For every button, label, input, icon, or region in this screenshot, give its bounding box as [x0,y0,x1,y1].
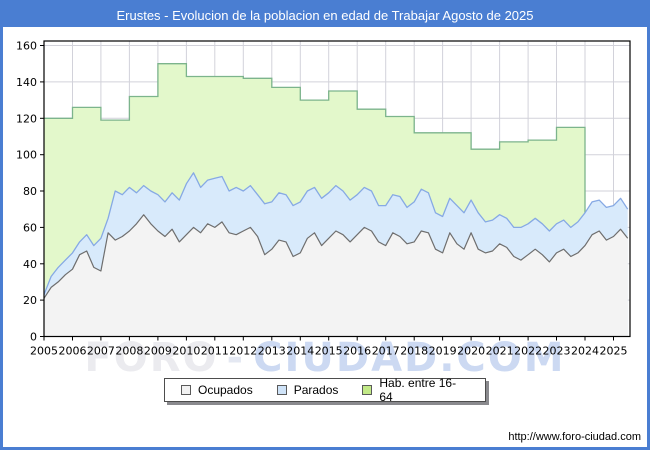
y-tick-label: 140 [16,76,37,89]
y-axis-labels: 0 20 40 60 80 100 120 140 160 [16,40,37,344]
legend-swatch-hab-16-64 [362,385,373,395]
y-tick-label: 80 [23,185,37,198]
series-line-ocupados [43,214,629,299]
watermark: FORO - CIUDAD.COM [3,335,647,381]
watermark-separator: - [226,335,246,381]
chart-title-bar: Erustes - Evolucion de la poblacion en e… [3,3,647,27]
axis-ticks [40,45,614,341]
legend-swatch-parados [276,385,287,395]
x-tick-label: 2021 [486,345,514,358]
legend-swatch-ocupados [181,385,191,395]
x-tick-label: 2006 [59,345,87,358]
legend-label-parados: Parados [293,383,339,397]
population-evolution-chart: 0 20 40 60 80 100 120 140 160 2005 2006 2007 2008 200… [16,40,631,358]
x-tick-label: 2018 [400,345,428,358]
x-tick-label: 2008 [115,345,143,358]
x-tick-label: 2011 [201,345,229,358]
chart-legend: Ocupados Parados Hab. entre 16-64 [164,376,486,404]
watermark-part1: FORO [84,335,219,381]
y-tick-label: 60 [23,221,37,234]
legend-label-ocupados: Ocupados [198,383,253,397]
x-tick-label: 2020 [457,345,485,358]
x-tick-label: 2017 [372,345,400,358]
x-tick-label: 2025 [600,345,628,358]
y-tick-label: 40 [23,258,37,271]
legend-label-hab-16-64: Hab. entre 16-64 [379,376,457,404]
legend-item-hab-16-64: Hab. entre 16-64 [362,376,469,404]
x-tick-label: 2014 [286,345,314,358]
x-tick-label: 2013 [258,345,286,358]
plot-border [43,40,631,338]
y-tick-label: 100 [16,149,37,162]
page-title: Erustes - Evolucion de la poblacion en e… [116,7,534,23]
x-tick-label: 2016 [343,345,371,358]
x-tick-label: 2007 [87,345,115,358]
watermark-part2: CIUDAD.COM [253,335,566,381]
x-tick-label: 2022 [514,345,542,358]
y-tick-label: 120 [16,112,37,125]
x-tick-label: 2012 [229,345,257,358]
x-tick-label: 2024 [571,345,599,358]
y-tick-label: 160 [16,40,37,53]
x-tick-label: 2019 [429,345,457,358]
x-tick-label: 2005 [30,345,58,358]
x-tick-label: 2009 [144,345,172,358]
x-tick-label: 2023 [543,345,571,358]
series-area-ocupados [44,214,628,337]
x-axis-labels: 2005 2006 2007 2008 2009 2010 2011 2012 2013 2014… [30,345,628,358]
legend-item-parados: Parados [276,383,339,397]
footer-url: http://www.foro-ciudad.com [508,431,641,443]
series-line-parados [43,172,629,295]
legend-item-ocupados: Ocupados [181,383,253,397]
x-tick-label: 2010 [172,345,200,358]
y-tick-label: 0 [30,331,37,344]
x-tick-label: 2015 [315,345,343,358]
series-line-hab-16-64 [44,63,586,337]
y-tick-label: 20 [23,294,37,307]
